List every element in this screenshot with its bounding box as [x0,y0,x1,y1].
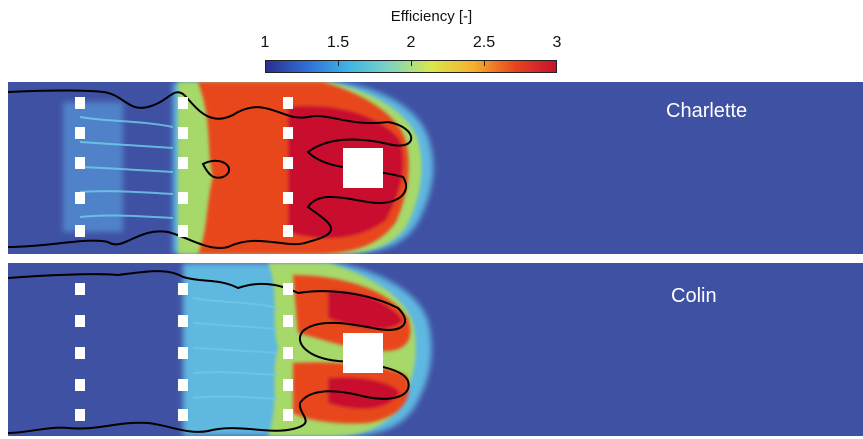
obstacle [178,97,188,109]
obstacle [178,315,188,327]
panel-charlette [8,82,863,254]
obstacle [75,379,85,391]
colorbar-tick-label: 2 [406,34,416,51]
colorbar-tick-label: 3 [552,34,562,51]
obstacle [178,157,188,169]
obstacle [283,379,293,391]
obstacle [75,409,85,421]
obstacle [75,157,85,169]
obstacle [283,409,293,421]
obstacle [75,225,85,237]
obstacle [283,157,293,169]
obstacle [75,283,85,295]
colorbar-tick-label: 1 [260,34,270,51]
obstacle [283,192,293,204]
obstacle [178,283,188,295]
obstacle [75,97,85,109]
obstacle [75,315,85,327]
efficiency-streaks [79,116,174,219]
obstacle [178,127,188,139]
obstacle-large [343,148,383,188]
obstacle [75,192,85,204]
colorbar-title: Efficiency [-] [390,8,473,25]
obstacle [283,283,293,295]
case-label-colin: Colin [671,285,717,307]
obstacle [283,97,293,109]
colorbar [265,60,557,73]
obstacle [178,347,188,359]
case-label-charlette: Charlette [666,100,748,122]
flame-front-contour [8,270,410,434]
obstacle [283,225,293,237]
obstacle [178,379,188,391]
flame-front-contour [201,159,231,179]
obstacles [75,283,383,421]
obstacle [283,127,293,139]
obstacles [75,97,383,237]
flame-front-contour [8,89,413,249]
obstacle [178,225,188,237]
obstacle-large [343,333,383,373]
obstacle [75,347,85,359]
efficiency-field-charlette [8,82,434,254]
efficiency-field-colin [8,263,432,436]
colorbar-tick [411,61,412,66]
panel-colin [8,263,863,436]
colorbar-tick [484,61,485,66]
obstacle [178,409,188,421]
obstacle [283,315,293,327]
colorbar-tick-label: 2.5 [472,34,496,51]
efficiency-streaks [192,297,279,400]
colorbar-tick-label: 1.5 [326,34,350,51]
obstacle [178,192,188,204]
colorbar-tick [338,61,339,66]
obstacle [283,347,293,359]
obstacle [75,127,85,139]
